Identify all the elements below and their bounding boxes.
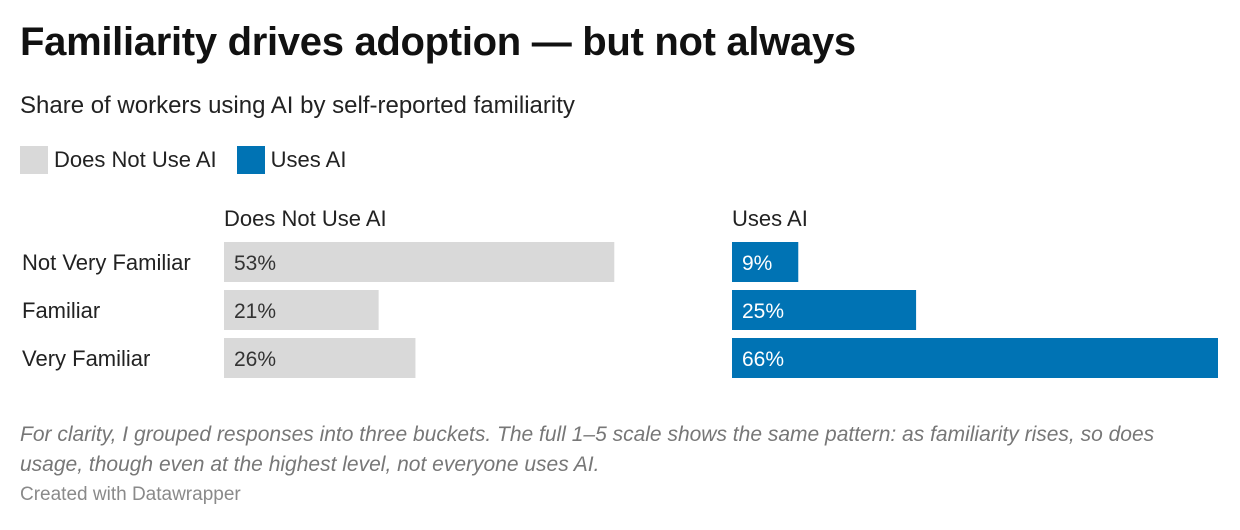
bar-does-not-use [224, 242, 615, 282]
bar-uses [732, 242, 799, 282]
legend-swatch-does-not-use [20, 146, 48, 174]
bar-does-not-use [224, 290, 379, 330]
category-label: Very Familiar [22, 346, 150, 371]
credit-line: Created with Datawrapper [20, 484, 241, 505]
category-label: Not Very Familiar [22, 250, 191, 275]
bar-value-label: 66% [742, 348, 784, 371]
legend-item-does-not-use: Does Not Use AI [20, 146, 217, 174]
legend-label-does-not-use: Does Not Use AI [54, 147, 217, 172]
bar-does-not-use [224, 338, 416, 378]
legend-label-uses: Uses AI [270, 147, 347, 172]
bar-value-label: 25% [742, 300, 784, 323]
bar-uses [732, 338, 1218, 378]
panel-header-uses: Uses AI [732, 206, 808, 231]
bar-value-label: 26% [234, 348, 276, 371]
chart-subtitle: Share of workers using AI by self-report… [20, 92, 575, 119]
bar-value-label: 53% [234, 252, 276, 275]
legend-item-uses: Uses AI [236, 146, 347, 174]
footnote: For clarity, I grouped responses into th… [20, 423, 1155, 476]
chart-title: Familiarity drives adoption — but not al… [20, 20, 856, 64]
panel-header-does-not-use: Does Not Use AI [224, 206, 387, 231]
bar-uses [732, 290, 917, 330]
legend: Does Not Use AI Uses AI [20, 146, 366, 174]
bar-value-label: 9% [742, 252, 772, 275]
bar-value-label: 21% [234, 300, 276, 323]
split-bar-chart: Does Not Use AI Uses AI Not Very Familiar F… [22, 206, 1218, 378]
category-label: Familiar [22, 298, 100, 323]
legend-swatch-uses [236, 146, 265, 174]
